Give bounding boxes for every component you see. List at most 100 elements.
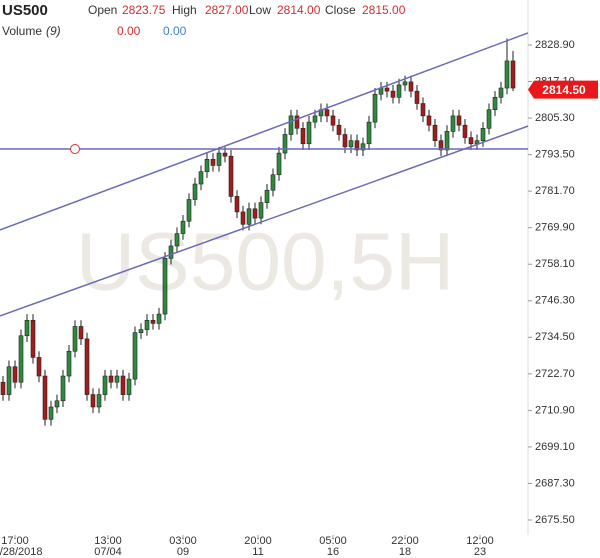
x-tick-label: 22:00 — [391, 535, 419, 547]
candle-body — [192, 183, 198, 200]
candle-body — [234, 196, 240, 213]
candle-body — [450, 115, 456, 132]
watermark: US500,5H — [76, 217, 454, 308]
symbol: US500 — [2, 2, 48, 19]
candle-body — [168, 245, 174, 259]
candle-body — [384, 87, 390, 92]
y-tick-label: 2699.10 — [535, 441, 575, 453]
y-tick-label: 2805.30 — [535, 112, 575, 124]
candle-body — [210, 158, 216, 166]
last-price-label: 2814.50 — [542, 83, 586, 97]
volume-a: 0.00 — [117, 24, 141, 38]
candle-body — [216, 152, 222, 166]
candle-body — [468, 137, 474, 145]
candle-body — [186, 199, 192, 222]
x-tick-sublabel: 23 — [474, 546, 486, 558]
candle-body — [162, 258, 168, 315]
candle-body — [366, 121, 372, 145]
candle-body — [228, 155, 234, 197]
candle-body — [396, 84, 402, 98]
y-tick-label: 2793.50 — [535, 149, 575, 161]
candle-body — [414, 90, 420, 104]
candle-body — [510, 60, 516, 89]
candle-body — [102, 375, 108, 395]
candle-body — [252, 208, 258, 219]
candle-body — [72, 326, 78, 352]
candle-body — [132, 332, 138, 380]
candle-body — [498, 87, 504, 98]
x-tick-sublabel: 06/28/2018 — [0, 546, 43, 558]
candle-body — [348, 140, 354, 148]
candle-body — [42, 375, 48, 420]
y-tick-label: 2722.70 — [535, 368, 575, 380]
candle-body — [504, 60, 510, 89]
candle-body — [54, 400, 60, 408]
x-tick-sublabel: 11 — [252, 546, 263, 558]
candle-body — [126, 378, 132, 395]
candle-body — [96, 394, 102, 408]
candle-body — [114, 375, 120, 383]
candle-body — [288, 115, 294, 135]
candle-body — [408, 81, 414, 92]
candle-body — [90, 394, 96, 408]
candle-body — [48, 406, 54, 420]
x-tick-label: 13:00 — [94, 535, 122, 547]
volume-b: 0.00 — [163, 24, 187, 38]
candle-body — [432, 124, 438, 141]
trend-line — [0, 125, 529, 317]
candle-body — [150, 319, 156, 324]
candle-body — [6, 366, 12, 395]
x-tick-sublabel: 07/04 — [94, 546, 122, 558]
candle-body — [354, 140, 360, 151]
last-price-tag — [528, 80, 598, 99]
candle-body — [438, 140, 444, 151]
x-tick-sublabel: 09 — [177, 546, 189, 558]
y-tick-label: 2781.70 — [535, 185, 575, 197]
open-value: 2823.75 — [122, 3, 166, 17]
candle-body — [336, 124, 342, 135]
x-tick-label: 05:00 — [319, 535, 347, 547]
candle-body — [456, 115, 462, 126]
candle-body — [492, 97, 498, 111]
x-tick-sublabel: 18 — [399, 546, 411, 558]
candle-body — [312, 115, 318, 123]
y-tick-label: 2734.50 — [535, 331, 575, 343]
candle-body — [282, 134, 288, 154]
candle-body — [246, 208, 252, 225]
candle-body — [300, 127, 306, 145]
candle-body — [78, 326, 84, 340]
y-tick-label: 2710.90 — [535, 404, 575, 416]
low-value: 2814.00 — [277, 3, 321, 17]
candle-body — [222, 152, 228, 157]
candle-body — [270, 174, 276, 191]
candle-body — [60, 375, 66, 402]
candle-body — [174, 233, 180, 247]
y-tick-label: 2758.10 — [535, 258, 575, 270]
candle-body — [258, 202, 264, 219]
candle-body — [480, 127, 486, 141]
candle-body — [420, 103, 426, 117]
y-tick-label: 2828.90 — [535, 39, 575, 51]
candle-body — [138, 329, 144, 333]
trend-line — [0, 32, 529, 231]
y-tick-label: 2687.30 — [535, 477, 575, 489]
candle-body — [30, 319, 36, 358]
y-tick-label: 2675.50 — [535, 514, 575, 526]
open-label: Open — [88, 3, 117, 17]
candle-body — [330, 115, 336, 126]
candle-body — [294, 115, 300, 129]
candle-body — [342, 134, 348, 148]
candle-body — [390, 90, 396, 98]
y-tick-label: 2746.30 — [535, 295, 575, 307]
low-label: Low — [249, 3, 271, 17]
x-tick-sublabel: 16 — [327, 546, 339, 558]
candle-body — [324, 109, 330, 117]
candle-body — [426, 115, 432, 126]
candle-body — [402, 81, 408, 86]
close-label: Close — [325, 3, 356, 17]
x-tick-label: 20:00 — [244, 535, 272, 547]
candle-body — [264, 189, 270, 203]
horizontal-line-handle — [70, 144, 80, 155]
candle-body — [12, 366, 18, 383]
